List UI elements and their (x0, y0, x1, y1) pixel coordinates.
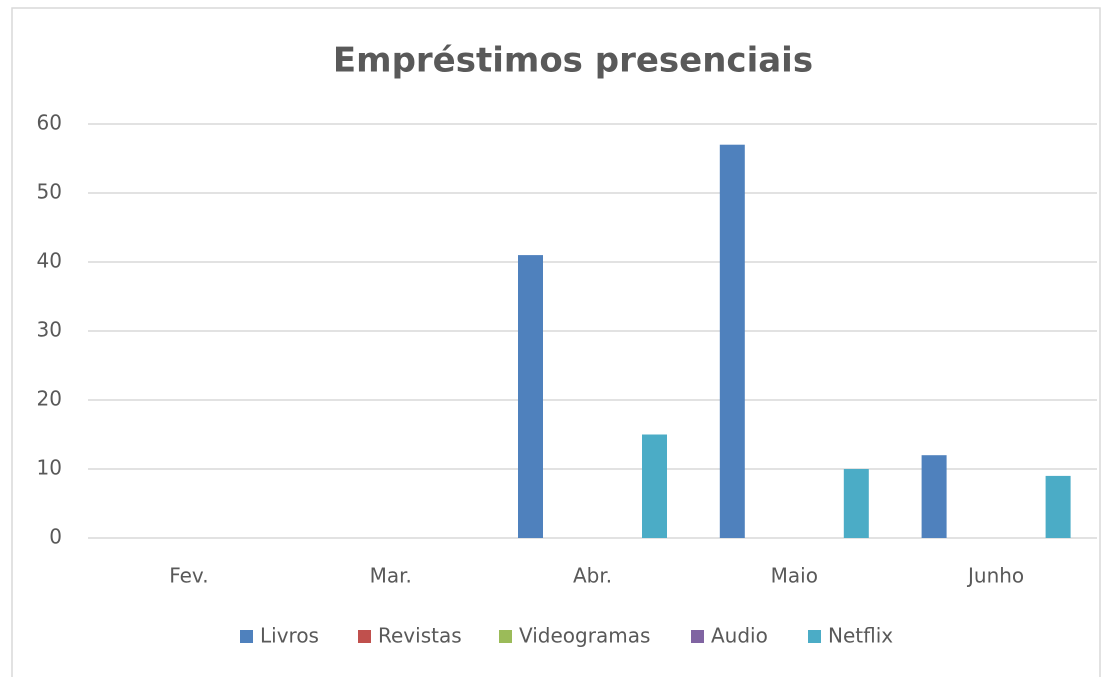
y-tick-label: 40 (37, 249, 62, 273)
y-tick-label: 0 (49, 525, 62, 549)
y-tick-label: 50 (37, 180, 62, 204)
bar (719, 144, 745, 538)
bar (921, 455, 947, 538)
legend-label: Revistas (378, 624, 462, 648)
legend-label: Livros (260, 624, 319, 648)
chart-frame (11, 7, 1101, 677)
legend-label: Videogramas (519, 624, 650, 648)
bar (518, 255, 543, 538)
x-tick-label: Abr. (573, 564, 612, 588)
y-tick-label: 30 (37, 318, 62, 342)
legend-swatch (691, 630, 704, 643)
y-tick-label: 10 (37, 456, 62, 480)
legend-swatch (499, 630, 512, 643)
y-tick-label: 20 (37, 387, 62, 411)
legend-swatch (358, 630, 371, 643)
legend-label: Audio (711, 624, 768, 648)
x-tick-label: Maio (771, 564, 818, 588)
legend-label: Netflix (828, 624, 893, 648)
bar (843, 469, 869, 538)
x-tick-label: Fev. (169, 564, 208, 588)
bar (642, 434, 667, 538)
legend-swatch (808, 630, 821, 643)
x-tick-label: Junho (966, 564, 1024, 588)
bar (1045, 475, 1071, 538)
legend-swatch (240, 630, 253, 643)
x-tick-label: Mar. (370, 564, 412, 588)
y-tick-label: 60 (37, 111, 62, 135)
chart-title: Empréstimos presenciais (333, 41, 813, 81)
